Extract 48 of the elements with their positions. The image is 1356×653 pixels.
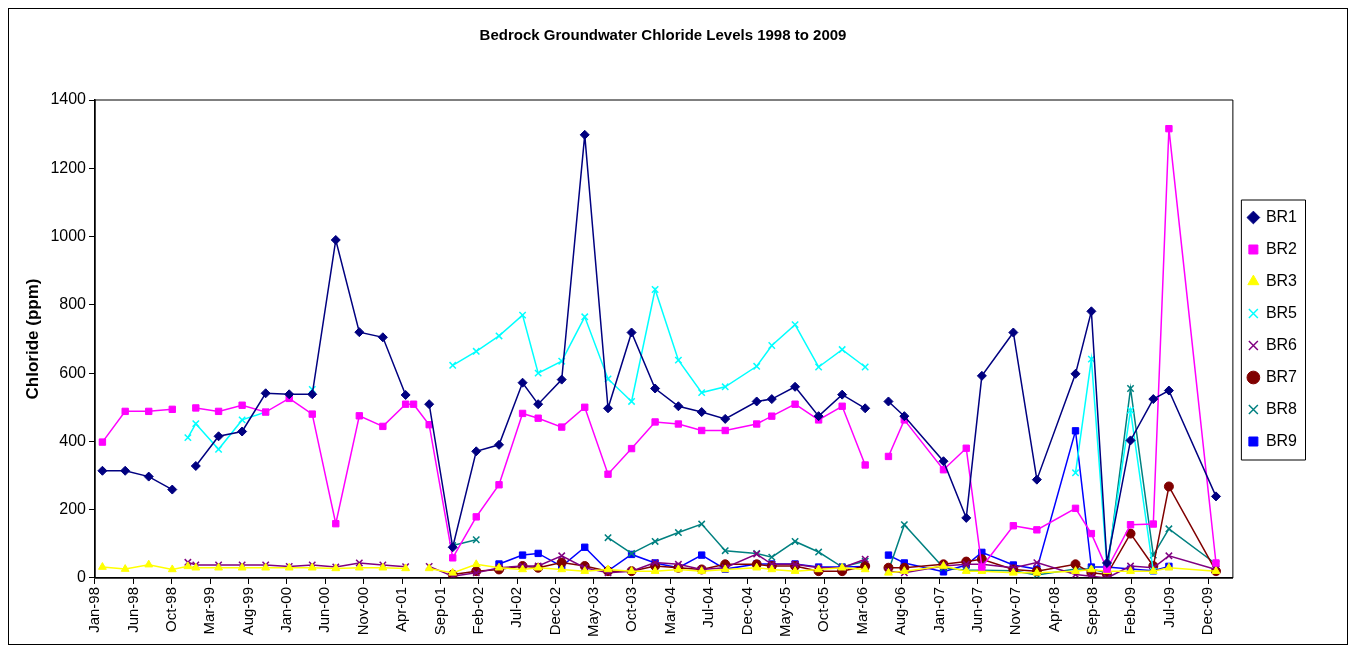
- y-tick-label: 600: [59, 363, 87, 381]
- x-tick-label: Oct-05: [814, 586, 832, 632]
- y-tick-label: 1400: [50, 90, 87, 108]
- x-tick-label: Aug-06: [891, 586, 909, 636]
- x-tick-label: Oct-03: [622, 586, 640, 632]
- x-tick-label: Jan-98: [85, 586, 103, 633]
- x-tick-label: Aug-99: [238, 586, 256, 636]
- x-tick-label: Nov-07: [1006, 586, 1024, 636]
- x-tick-label: Jan-00: [277, 586, 295, 633]
- y-tick-label: 800: [59, 295, 87, 313]
- y-tick-label: 200: [59, 500, 87, 518]
- x-tick-label: Dec-09: [1198, 586, 1216, 636]
- x-tick-label: Feb-09: [1121, 586, 1139, 635]
- x-tick-label: Sep-08: [1083, 586, 1101, 636]
- legend-label: BR7: [1265, 367, 1298, 385]
- y-tick-label: 0: [77, 568, 87, 586]
- y-axis-title: Chloride (ppm): [22, 278, 42, 400]
- chart-title: Bedrock Groundwater Chloride Levels 1998 to 2009: [479, 26, 847, 44]
- x-tick-label: May-03: [584, 586, 602, 638]
- x-tick-label: Apr-08: [1044, 586, 1062, 633]
- x-tick-label: Jul-04: [699, 586, 717, 628]
- x-tick-label: Jan-07: [929, 586, 947, 633]
- legend-label: BR3: [1265, 271, 1298, 289]
- x-tick-label: Dec-02: [545, 586, 563, 636]
- x-tick-label: Mar-04: [660, 586, 678, 635]
- x-tick-label: Nov-00: [353, 586, 371, 636]
- x-tick-label: Jun-98: [123, 586, 141, 633]
- legend-label: BR8: [1265, 399, 1298, 417]
- x-tick-label: Sep-01: [430, 586, 448, 636]
- x-tick-label: May-05: [776, 586, 793, 638]
- legend-label: BR1: [1265, 207, 1298, 225]
- x-tick-label: Apr-01: [392, 586, 410, 633]
- legend-label: BR5: [1265, 303, 1298, 321]
- x-tick-label: Jun-00: [315, 586, 333, 633]
- legend-label: BR2: [1265, 239, 1298, 257]
- y-tick-label: 400: [59, 431, 87, 449]
- x-tick-label: Oct-98: [161, 586, 179, 632]
- x-tick-label: Dec-04: [737, 586, 755, 636]
- legend-label: BR6: [1265, 335, 1298, 353]
- y-tick-label: 1000: [50, 226, 87, 244]
- x-tick-label: Jun-07: [967, 586, 985, 633]
- x-tick-label: Mar-99: [200, 586, 218, 635]
- x-tick-label: Jul-09: [1159, 586, 1177, 628]
- x-tick-label: Jul-02: [507, 586, 525, 628]
- x-tick-label: Feb-02: [468, 586, 486, 635]
- y-tick-label: 1200: [50, 158, 87, 176]
- x-tick-label: Mar-06: [852, 586, 870, 635]
- legend-label: BR9: [1265, 431, 1298, 449]
